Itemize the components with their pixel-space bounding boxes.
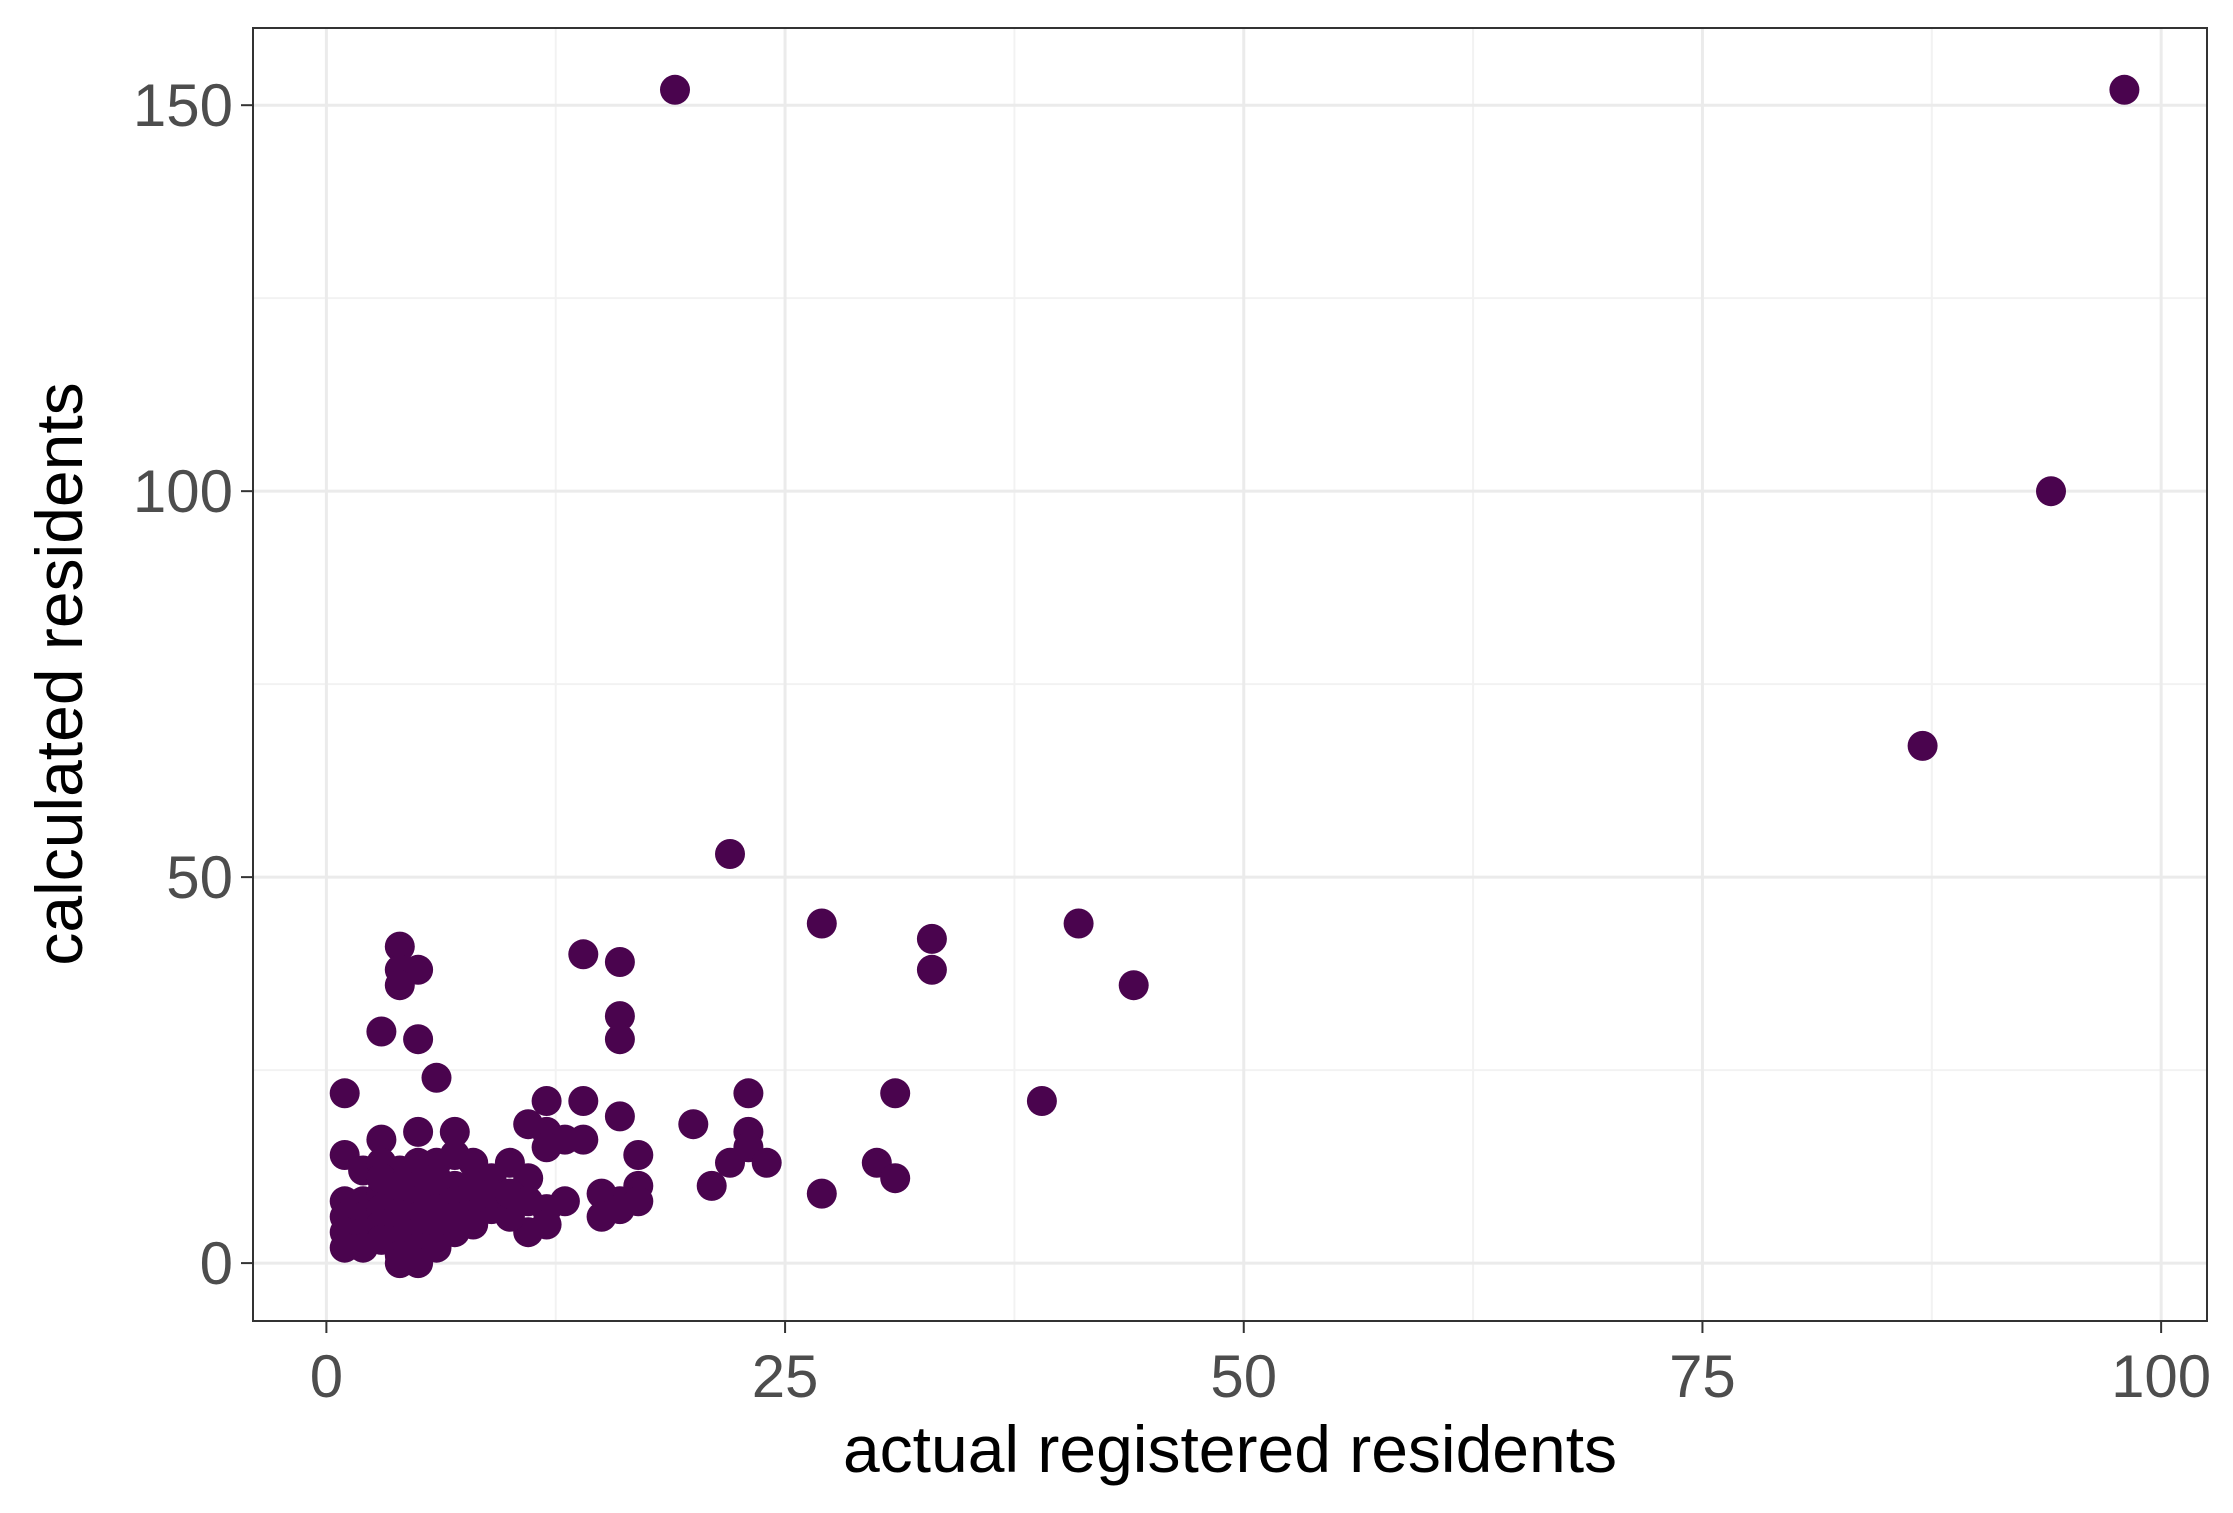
data-point bbox=[806, 1178, 837, 1209]
y-axis-title: calculated residents bbox=[22, 382, 96, 965]
data-point bbox=[439, 1201, 470, 1232]
data-point bbox=[806, 908, 837, 939]
data-point bbox=[623, 1140, 654, 1170]
data-point bbox=[513, 1186, 544, 1217]
data-point bbox=[384, 1170, 415, 1201]
data-point bbox=[880, 1163, 911, 1194]
data-point bbox=[916, 954, 947, 985]
data-point bbox=[604, 947, 635, 977]
x-tick-label: 0 bbox=[310, 1343, 343, 1410]
data-point bbox=[733, 1078, 764, 1109]
x-axis: 0 25 50 75 100 bbox=[310, 1321, 2211, 1410]
data-point bbox=[751, 1147, 782, 1178]
data-point bbox=[1026, 1086, 1057, 1116]
data-points bbox=[329, 74, 2140, 1279]
y-tick-label: 100 bbox=[133, 458, 233, 525]
data-point bbox=[568, 939, 599, 970]
y-axis: 0 50 100 150 bbox=[133, 72, 253, 1297]
data-point bbox=[366, 1124, 397, 1155]
major-gridlines bbox=[253, 28, 2207, 1321]
data-point bbox=[696, 1170, 727, 1201]
x-tick-label: 50 bbox=[1210, 1343, 1277, 1410]
data-point bbox=[403, 1116, 434, 1147]
data-point bbox=[604, 1024, 635, 1055]
data-point bbox=[421, 1232, 452, 1263]
data-point bbox=[604, 1101, 635, 1132]
data-point bbox=[348, 1232, 379, 1263]
data-point bbox=[531, 1132, 562, 1163]
x-tick-label: 100 bbox=[2111, 1343, 2211, 1410]
data-point bbox=[604, 1001, 635, 1032]
data-point bbox=[568, 1086, 599, 1116]
data-point bbox=[678, 1109, 709, 1140]
data-point bbox=[421, 1062, 452, 1093]
data-point bbox=[715, 1147, 745, 1178]
x-tick-label: 25 bbox=[752, 1343, 819, 1410]
y-tick-label: 50 bbox=[166, 844, 233, 911]
data-point bbox=[880, 1078, 911, 1109]
data-point bbox=[1907, 730, 1938, 761]
panel-border bbox=[252, 27, 2208, 1322]
data-point bbox=[403, 1024, 434, 1055]
data-point bbox=[715, 839, 745, 869]
minor-gridlines bbox=[253, 28, 2207, 1321]
x-tick-label: 75 bbox=[1669, 1343, 1736, 1410]
data-point bbox=[1063, 908, 1094, 939]
data-point bbox=[384, 931, 415, 962]
data-point bbox=[384, 970, 415, 1001]
data-point bbox=[604, 1194, 635, 1225]
data-point bbox=[366, 1016, 397, 1047]
data-point bbox=[568, 1124, 599, 1155]
y-tick-label: 0 bbox=[200, 1230, 233, 1297]
data-point bbox=[439, 1116, 470, 1147]
data-point bbox=[531, 1086, 562, 1116]
data-point bbox=[916, 923, 947, 954]
x-axis-title: actual registered residents bbox=[843, 1412, 1617, 1486]
data-point bbox=[329, 1078, 360, 1109]
data-point bbox=[1118, 970, 1149, 1001]
data-point bbox=[2109, 74, 2140, 105]
y-tick-label: 150 bbox=[133, 72, 233, 139]
data-point bbox=[660, 74, 690, 105]
data-point bbox=[2036, 476, 2066, 507]
